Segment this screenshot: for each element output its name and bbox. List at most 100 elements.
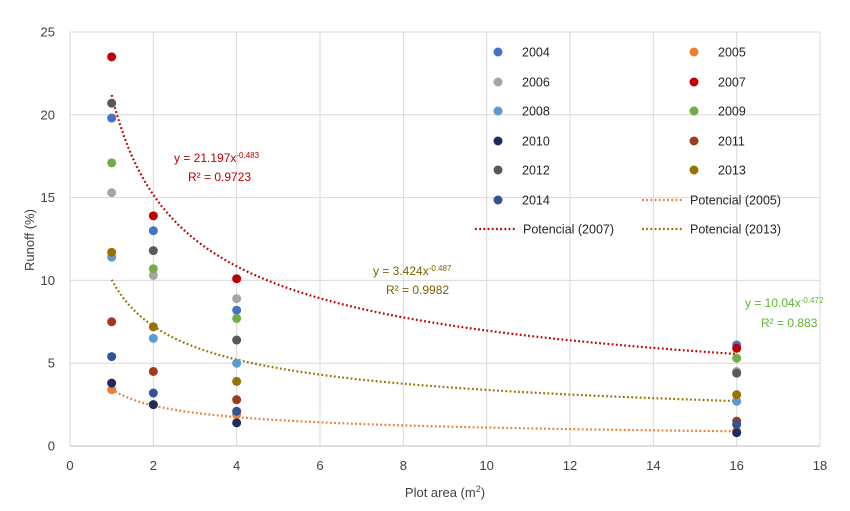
point-2010-1 bbox=[148, 400, 158, 410]
x-tick-label-0: 0 bbox=[66, 458, 73, 473]
equation-2007-exp: -0.483 bbox=[236, 151, 259, 160]
legend-label-8: 2012 bbox=[522, 164, 550, 178]
point-2010-3 bbox=[732, 428, 742, 438]
legend-label-10: 2014 bbox=[522, 194, 550, 208]
legend-marker-2009 bbox=[689, 106, 699, 116]
x-tick-label-4: 8 bbox=[400, 458, 407, 473]
point-2011-0 bbox=[107, 317, 117, 327]
point-2007-3 bbox=[732, 343, 742, 353]
legend-label-7: 2011 bbox=[718, 135, 745, 149]
point-2006-2 bbox=[232, 294, 242, 304]
r2-2007: R² = 0.9723 bbox=[188, 170, 251, 184]
legend-marker-2005 bbox=[689, 47, 699, 57]
y-tick-label-4: 20 bbox=[41, 107, 55, 122]
point-2014-1 bbox=[148, 388, 158, 398]
legend-marker-2008 bbox=[493, 106, 503, 116]
point-2009-2 bbox=[232, 313, 242, 323]
point-2013-1 bbox=[148, 322, 158, 332]
trendline-2 bbox=[110, 279, 737, 403]
legend-label-6: 2010 bbox=[522, 135, 550, 149]
equation-2013-exp: -0.472 bbox=[801, 296, 824, 305]
point-2011-1 bbox=[148, 366, 158, 376]
y-tick-label-1: 5 bbox=[48, 356, 55, 371]
legend-label-1: 2005 bbox=[718, 46, 746, 60]
legend-marker-2014 bbox=[493, 195, 503, 205]
x-tick-labels: 0 2 4 6 8 10 12 14 16 18 bbox=[66, 458, 827, 473]
point-2007-1 bbox=[148, 211, 158, 221]
point-2005-0 bbox=[107, 385, 117, 395]
x-tick-label-6: 12 bbox=[563, 458, 577, 473]
x-tick-label-3: 6 bbox=[316, 458, 323, 473]
legend-label-11: Potencial (2005) bbox=[690, 194, 781, 208]
point-2007-2 bbox=[232, 274, 242, 284]
point-2006-1 bbox=[148, 270, 158, 280]
equation-annotations: y = 21.197x-0.483 R² = 0.9723 y = 3.424x… bbox=[174, 151, 824, 331]
point-2008-2 bbox=[232, 358, 242, 368]
x-tick-label-9: 18 bbox=[813, 458, 827, 473]
legend-marker-2004 bbox=[493, 47, 503, 57]
point-2009-1 bbox=[148, 264, 158, 274]
equation-2013-base: y = 10.04x bbox=[745, 296, 801, 310]
legend-label-9: 2013 bbox=[718, 164, 746, 178]
legend-label-2: 2006 bbox=[522, 76, 550, 90]
legend-marker-2013 bbox=[689, 165, 699, 175]
legend-label-5: 2009 bbox=[718, 105, 746, 119]
x-tick-label-8: 16 bbox=[729, 458, 743, 473]
x-tick-label-5: 10 bbox=[479, 458, 493, 473]
point-2012-1 bbox=[148, 246, 158, 256]
r2-2013: R² = 0.883 bbox=[761, 316, 818, 330]
legend-label-12: Potencial (2007) bbox=[523, 223, 614, 237]
x-tick-label-2: 4 bbox=[233, 458, 240, 473]
legend-label-0: 2004 bbox=[522, 46, 550, 60]
trendline-1 bbox=[110, 94, 737, 356]
y-tick-label-3: 15 bbox=[41, 190, 55, 205]
legend-marker-2007 bbox=[689, 77, 699, 87]
point-2012-0 bbox=[107, 98, 117, 108]
point-2007-0 bbox=[107, 52, 117, 62]
equation-2005: y = 3.424x-0.487 bbox=[373, 264, 452, 279]
equation-2005-base: y = 3.424x bbox=[373, 264, 429, 278]
point-2009-0 bbox=[107, 158, 117, 168]
point-2011-2 bbox=[232, 395, 242, 405]
trendline-0 bbox=[111, 388, 737, 433]
legend-label-4: 2008 bbox=[522, 105, 550, 119]
trendlines bbox=[110, 94, 737, 433]
y-tick-labels: 0 5 10 15 20 25 bbox=[41, 25, 55, 454]
point-2008-3 bbox=[732, 396, 742, 406]
data-points bbox=[107, 52, 742, 438]
point-2012-3 bbox=[732, 368, 742, 378]
point-2014-3 bbox=[732, 419, 742, 429]
x-tick-label-7: 14 bbox=[646, 458, 660, 473]
y-tick-label-5: 25 bbox=[41, 25, 55, 40]
point-2004-0 bbox=[107, 113, 117, 123]
point-2013-2 bbox=[232, 376, 242, 386]
point-2013-0 bbox=[107, 247, 117, 257]
equation-2007-base: y = 21.197x bbox=[174, 151, 236, 165]
r2-2005: R² = 0.9982 bbox=[386, 283, 449, 297]
legend-label-13: Potencial (2013) bbox=[690, 223, 781, 237]
point-2006-0 bbox=[107, 188, 117, 198]
point-2012-2 bbox=[232, 335, 242, 345]
x-axis-title: Plot area (m2) bbox=[405, 484, 485, 500]
legend: 2004 2005 2006 2007 2008 2009 2010 2011 2012 2013… bbox=[475, 46, 781, 237]
legend-marker-2010 bbox=[493, 136, 503, 146]
point-2010-0 bbox=[107, 378, 117, 388]
grid-lines bbox=[69, 31, 821, 447]
legend-marker-2006 bbox=[493, 77, 503, 87]
legend-marker-2011 bbox=[689, 136, 699, 146]
y-tick-label-0: 0 bbox=[48, 439, 55, 454]
x-tick-label-1: 2 bbox=[150, 458, 157, 473]
point-2009-3 bbox=[732, 353, 742, 363]
equation-2007: y = 21.197x-0.483 bbox=[174, 151, 260, 166]
point-2010-2 bbox=[232, 418, 242, 428]
equation-2005-exp: -0.487 bbox=[429, 264, 452, 273]
point-2014-2 bbox=[232, 406, 242, 416]
point-2008-1 bbox=[148, 333, 158, 343]
point-2014-0 bbox=[107, 352, 117, 362]
equation-2013: y = 10.04x-0.472 bbox=[745, 296, 824, 311]
point-2013-3 bbox=[732, 390, 742, 400]
y-axis-title: Runoff (%) bbox=[22, 209, 37, 271]
point-2004-2 bbox=[232, 305, 242, 315]
legend-label-3: 2007 bbox=[718, 76, 746, 90]
